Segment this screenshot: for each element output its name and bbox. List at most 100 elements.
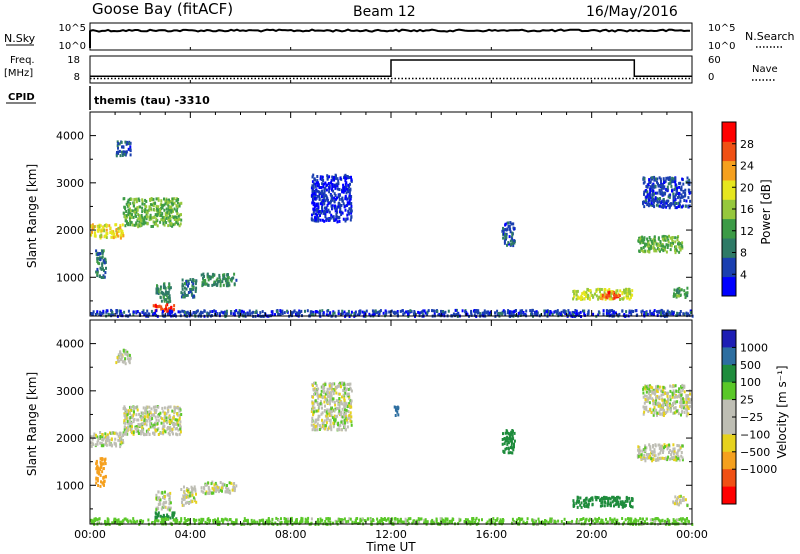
data-cell	[543, 312, 546, 316]
data-cell	[678, 191, 681, 195]
data-cell	[345, 520, 348, 524]
data-cell	[329, 421, 332, 425]
data-cell	[156, 208, 159, 212]
data-cell	[104, 519, 107, 523]
data-cell	[242, 310, 245, 314]
data-cell	[621, 309, 624, 313]
data-cell	[647, 409, 650, 413]
data-cell	[311, 312, 314, 316]
data-cell	[657, 242, 660, 246]
data-cell	[560, 313, 563, 317]
data-cell	[315, 384, 318, 388]
data-cell	[609, 501, 612, 505]
data-cell	[203, 275, 205, 278]
data-cell	[347, 417, 350, 420]
data-cell	[125, 151, 128, 155]
data-cell	[107, 312, 110, 316]
data-cell	[167, 224, 170, 228]
data-cell	[160, 421, 163, 425]
data-cell	[646, 387, 649, 390]
data-cell	[340, 313, 343, 317]
data-cell	[195, 518, 198, 522]
data-cell	[125, 142, 128, 146]
data-cell	[348, 402, 351, 406]
data-cell	[167, 431, 170, 435]
data-cell	[155, 197, 158, 201]
data-cell	[666, 246, 669, 249]
data-cell	[175, 204, 178, 208]
data-cell	[658, 443, 661, 447]
data-cell	[130, 421, 133, 425]
data-cell	[668, 195, 671, 199]
data-cell	[661, 243, 664, 246]
data-cell	[334, 209, 337, 213]
data-cell	[393, 517, 396, 521]
data-cell	[655, 387, 657, 391]
data-cell	[628, 292, 631, 296]
data-cell	[280, 517, 282, 521]
data-cell	[117, 151, 119, 155]
data-cell	[305, 520, 308, 523]
data-cell	[141, 202, 144, 206]
data-cell	[152, 431, 154, 435]
data-cell	[350, 389, 353, 393]
data-cell	[662, 385, 665, 389]
data-cell	[379, 309, 382, 313]
data-cell	[673, 519, 676, 523]
data-cell	[157, 419, 160, 423]
data-cell	[174, 215, 177, 219]
data-cell	[632, 310, 635, 313]
data-cell	[350, 207, 353, 211]
data-cell	[403, 311, 406, 315]
data-cell	[572, 501, 575, 505]
data-cell	[643, 410, 646, 414]
data-cell	[508, 227, 511, 231]
data-cell	[626, 497, 628, 500]
data-cell	[645, 311, 648, 315]
data-cell	[130, 197, 133, 201]
data-cell	[135, 222, 138, 226]
data-cell	[129, 141, 132, 145]
data-cell	[638, 446, 641, 449]
data-cell	[283, 311, 286, 315]
data-cell	[560, 520, 563, 523]
data-cell	[594, 292, 596, 296]
data-cell	[643, 177, 646, 181]
data-cell	[674, 186, 677, 190]
data-cell	[660, 201, 663, 205]
data-cell	[202, 517, 205, 521]
data-cell	[685, 311, 688, 315]
data-cell	[232, 485, 235, 489]
data-cell	[510, 242, 513, 246]
data-cell	[227, 490, 230, 494]
data-cell	[104, 435, 107, 439]
data-cell	[154, 511, 157, 515]
data-cell	[671, 236, 674, 239]
data-cell	[182, 295, 185, 299]
data-cell	[96, 311, 98, 315]
data-cell	[168, 433, 171, 437]
data-cell	[220, 486, 223, 490]
data-cell	[322, 421, 325, 425]
data-cell	[604, 292, 607, 296]
data-cell	[115, 154, 118, 158]
data-cell	[315, 188, 318, 192]
data-cell	[138, 224, 141, 228]
data-cell	[588, 296, 591, 300]
data-cell	[117, 234, 120, 238]
data-cell	[224, 490, 227, 494]
data-cell	[517, 311, 520, 315]
data-cell	[183, 290, 186, 294]
data-cell	[599, 504, 602, 508]
data-cell	[162, 410, 165, 414]
data-cell	[655, 203, 658, 207]
data-cell	[688, 188, 691, 192]
data-cell	[160, 431, 163, 435]
data-cell	[155, 217, 158, 221]
data-cell	[446, 517, 449, 521]
data-cell	[624, 499, 627, 503]
data-cell	[194, 487, 197, 491]
data-cell	[101, 311, 103, 315]
data-cell	[320, 211, 323, 215]
data-cell	[335, 385, 338, 389]
